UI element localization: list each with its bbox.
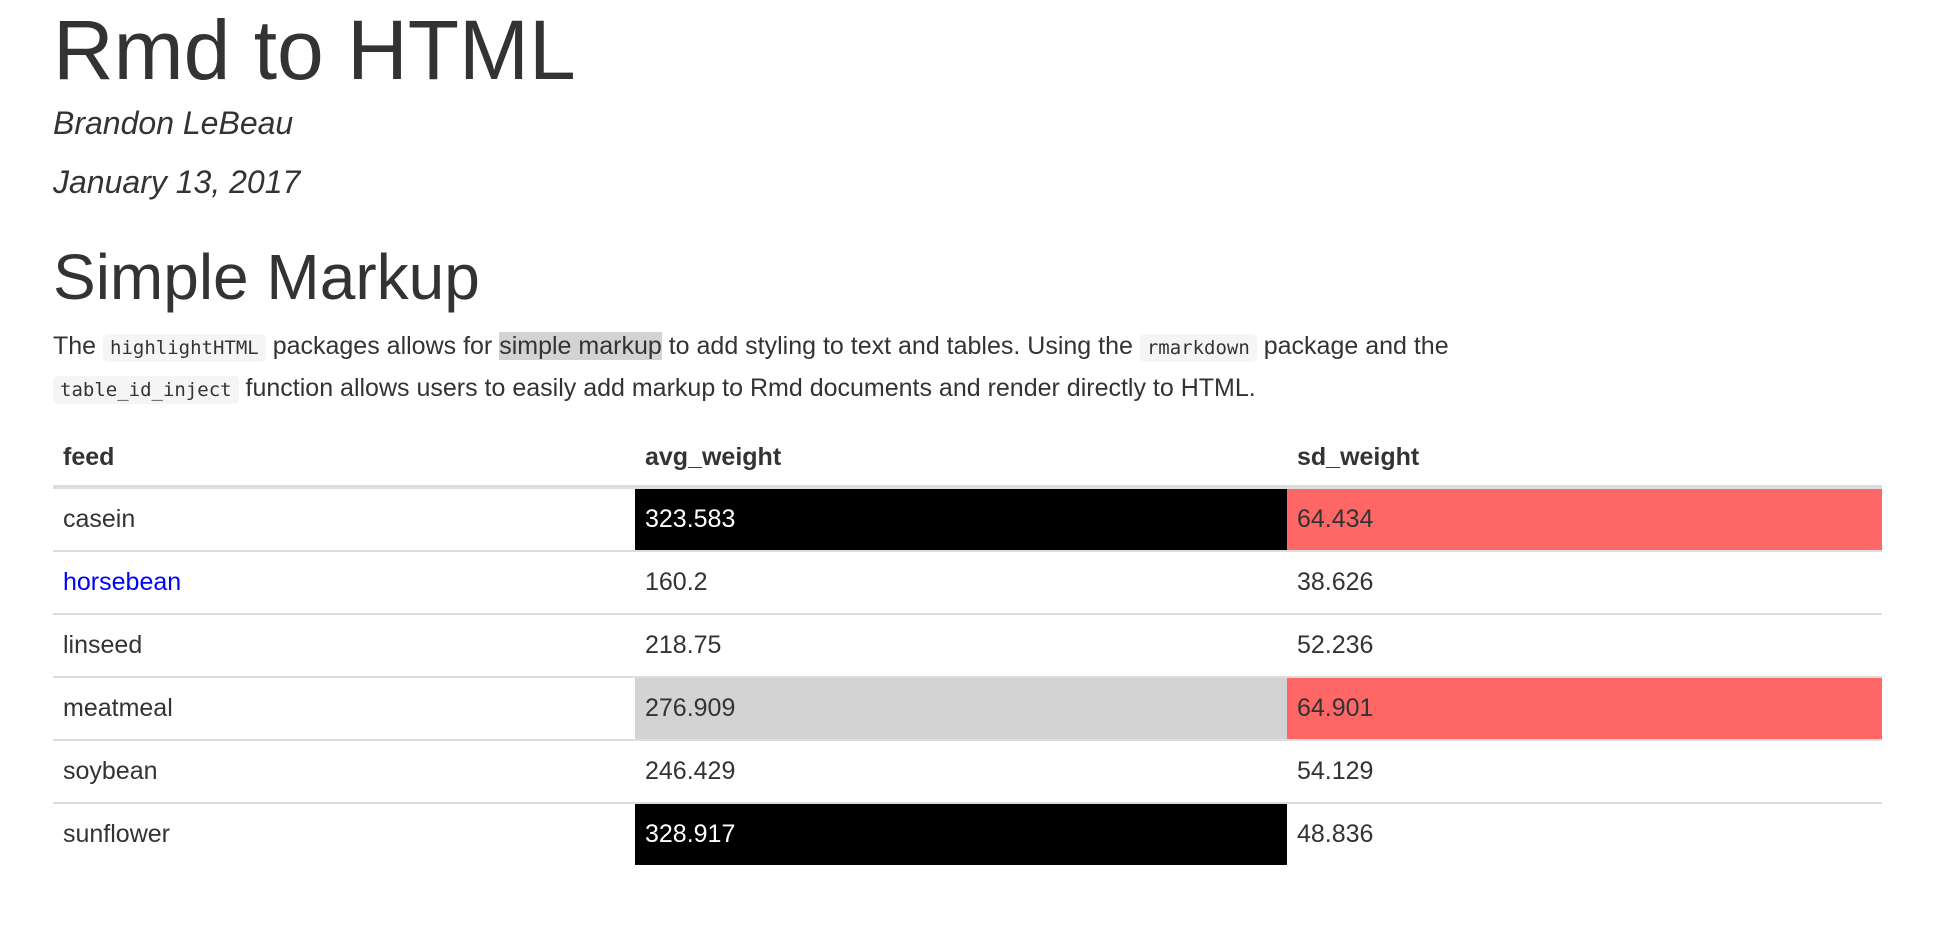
feed-cell: casein [63,505,136,533]
feed-link[interactable]: horsebean [63,568,182,596]
avg-weight-cell: 323.583 [635,487,1287,551]
section-heading: Simple Markup [53,241,480,313]
column-header-avg-weight: avg_weight [635,430,1287,489]
table-row: linseed 218.75 52.236 [53,613,1882,677]
sd-weight-cell: 38.626 [1287,550,1882,614]
table-row: sunflower 328.917 48.836 [53,802,1882,865]
sd-weight-cell: 64.434 [1287,487,1882,551]
avg-weight-cell: 160.2 [635,550,1287,614]
sd-weight-cell: 64.901 [1287,676,1882,740]
intro-paragraph: The highlightHTML packages allows for si… [53,326,1813,410]
column-header-feed: feed [53,430,635,489]
column-header-sd-weight: sd_weight [1287,430,1882,489]
inline-code: table_id_inject [53,376,239,404]
sd-weight-cell: 52.236 [1287,613,1882,677]
text: package and the [1256,332,1449,360]
inline-code: highlightHTML [103,334,266,362]
author: Brandon LeBeau [53,105,294,141]
table-row: casein 323.583 64.434 [53,487,1882,551]
avg-weight-cell: 218.75 [635,613,1287,677]
data-table: feed avg_weight sd_weight casein 323.583… [53,430,1882,865]
table-header-row: feed avg_weight sd_weight [53,430,1882,489]
feed-cell: meatmeal [53,676,635,740]
inline-code: rmarkdown [1139,334,1257,362]
feed-cell: linseed [53,613,635,677]
text: The [53,332,104,360]
date: January 13, 2017 [53,164,301,200]
feed-cell: sunflower [53,802,635,865]
table-row: soybean 246.429 54.129 [53,739,1882,803]
page-title: Rmd to HTML [53,3,576,97]
avg-weight-cell: 276.909 [635,676,1287,740]
highlighted-text: simple markup [499,332,662,360]
table-row: horsebean 160.2 38.626 [53,550,1882,614]
text: to add styling to text and tables. Using… [661,332,1140,360]
table-row: meatmeal 276.909 64.901 [53,676,1882,740]
sd-weight-cell: 48.836 [1287,802,1882,865]
sd-weight-cell: 54.129 [1287,739,1882,803]
avg-weight-cell: 246.429 [635,739,1287,803]
avg-weight-cell: 328.917 [635,802,1287,865]
text: function allows users to easily add mark… [238,374,1256,402]
text: packages allows for [265,332,500,360]
feed-cell: soybean [53,739,635,803]
feed-cell: horsebean [53,550,635,614]
